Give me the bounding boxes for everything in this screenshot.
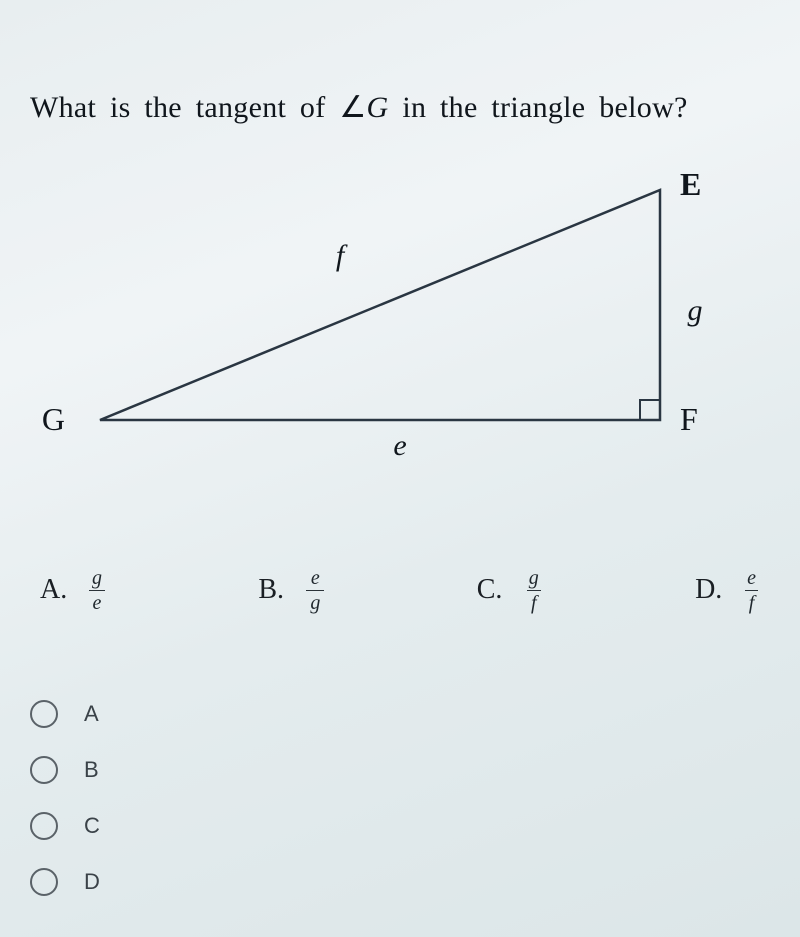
vertex-e-label: E [680, 166, 701, 202]
side-f-label: f [336, 239, 348, 272]
worksheet-page: What is the tangent of ∠G in the triangl… [0, 0, 800, 937]
vertex-g-label: G [42, 401, 65, 437]
option-d[interactable]: D [30, 868, 230, 896]
angle-vertex: G [367, 91, 389, 124]
question-text: What is the tangent of ∠G in the triangl… [30, 90, 790, 125]
radio-icon [30, 812, 58, 840]
choice-d-label: D. [695, 574, 725, 606]
choice-c-label: C. [477, 574, 507, 606]
vertex-f-label: F [680, 401, 698, 437]
radio-icon [30, 700, 58, 728]
answer-choices: A. g e B. e g C. g f D. e f [40, 540, 760, 640]
choice-a-num: g [88, 568, 106, 590]
option-c[interactable]: C [30, 812, 230, 840]
choice-b: B. e g [258, 568, 324, 613]
choice-d-fraction: e f [743, 568, 760, 613]
option-a[interactable]: A [30, 700, 230, 728]
choice-b-num: e [307, 568, 324, 590]
choice-a-den: e [89, 590, 106, 613]
choice-b-label: B. [258, 574, 288, 606]
option-a-label: A [84, 701, 99, 727]
question-prefix: What is the tangent of [30, 91, 339, 124]
option-d-label: D [84, 869, 100, 895]
radio-icon [30, 756, 58, 784]
option-b[interactable]: B [30, 756, 230, 784]
side-e-label: e [393, 429, 406, 462]
choice-a: A. g e [40, 568, 106, 613]
choice-b-fraction: e g [306, 568, 324, 613]
choice-d-num: e [743, 568, 760, 590]
radio-option-list: A B C D [30, 700, 230, 896]
radio-icon [30, 868, 58, 896]
triangle-shape [100, 190, 660, 420]
choice-b-den: g [306, 590, 324, 613]
choice-c-num: g [525, 568, 543, 590]
choice-c-den: f [527, 590, 541, 613]
question-suffix: in the triangle below? [402, 91, 687, 124]
side-g-label: g [688, 294, 703, 327]
right-angle-mark [640, 400, 660, 420]
choice-d: D. e f [695, 568, 760, 613]
choice-a-label: A. [40, 574, 70, 606]
triangle-figure: G F E f g e [40, 150, 760, 490]
choice-c-fraction: g f [525, 568, 543, 613]
angle-symbol: ∠ [339, 91, 366, 124]
option-c-label: C [84, 813, 100, 839]
choice-c: C. g f [477, 568, 543, 613]
choice-a-fraction: g e [88, 568, 106, 613]
choice-d-den: f [745, 590, 759, 613]
option-b-label: B [84, 757, 99, 783]
